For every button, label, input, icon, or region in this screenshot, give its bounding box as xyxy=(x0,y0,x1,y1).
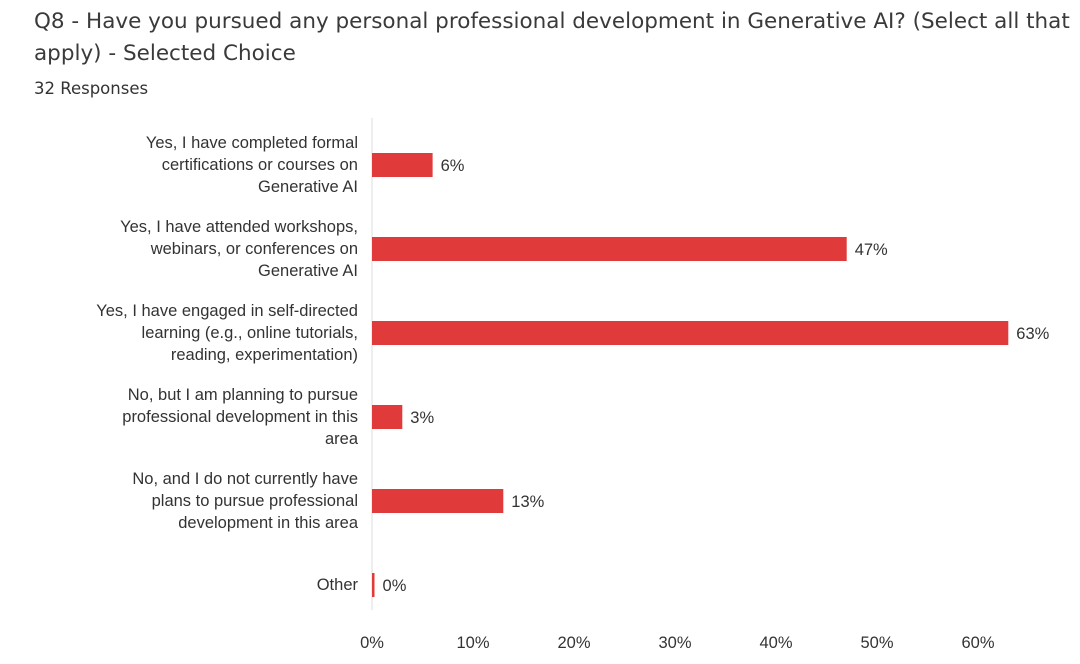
chart-title: Q8 - Have you pursued any personal profe… xyxy=(34,9,1070,66)
x-tick-label: 60% xyxy=(961,634,994,652)
category-label: Yes, I have completed formal certificati… xyxy=(145,134,358,196)
bar xyxy=(372,237,847,261)
x-tick-label: 10% xyxy=(456,634,489,652)
category-label: No, but I am planning to pursue professi… xyxy=(122,386,358,448)
response-count: 32 Responses xyxy=(34,79,149,98)
category-label: No, and I do not currently have plans to… xyxy=(132,470,358,532)
bar xyxy=(372,405,403,429)
x-tick-label: 40% xyxy=(759,634,792,652)
category-label: Yes, I have engaged in self-directed lea… xyxy=(96,302,358,364)
x-tick-label: 0% xyxy=(360,634,384,652)
category-label: Yes, I have attended workshops, webinars… xyxy=(120,218,358,280)
data-label: 13% xyxy=(511,493,544,511)
data-label: 3% xyxy=(410,409,434,427)
data-label: 47% xyxy=(855,241,888,259)
bar xyxy=(372,489,504,513)
x-tick-label: 30% xyxy=(658,634,691,652)
category-label: Other xyxy=(316,576,358,594)
data-label: 6% xyxy=(441,157,465,175)
bar xyxy=(372,573,375,597)
bar xyxy=(372,153,433,177)
bar xyxy=(372,321,1009,345)
data-label: 0% xyxy=(383,577,407,595)
x-tick-label: 20% xyxy=(557,634,590,652)
x-tick-label: 50% xyxy=(860,634,893,652)
data-label: 63% xyxy=(1016,325,1049,343)
